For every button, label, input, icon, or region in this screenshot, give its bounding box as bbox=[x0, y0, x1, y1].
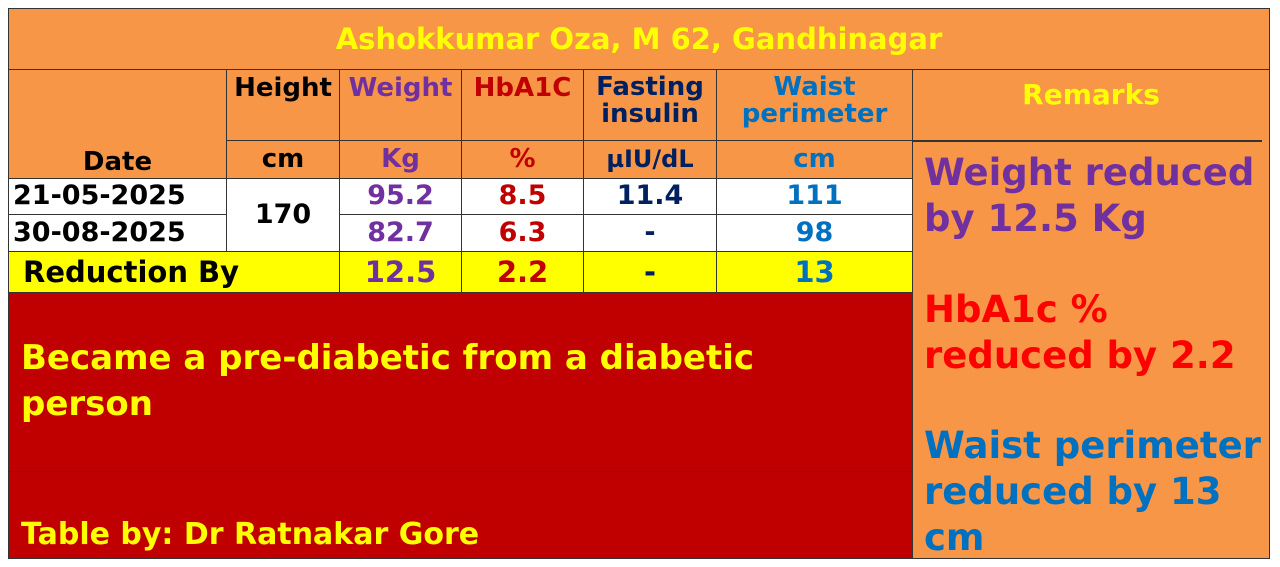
remarks-panel bbox=[912, 69, 1270, 559]
table-title: Ashokkumar Oza, M 62, Gandhinagar bbox=[8, 8, 1270, 70]
row-1-waist: 111 bbox=[716, 178, 913, 215]
unit-weight: Kg bbox=[339, 140, 462, 179]
header-fasting-insulin: Fasting insulin bbox=[583, 69, 717, 141]
header-hba1c: HbA1C bbox=[461, 69, 584, 141]
unit-fasting-insulin: µIU/dL bbox=[583, 140, 717, 179]
row-2-waist: 98 bbox=[716, 214, 913, 252]
remark-weight: Weight reduced by 12.5 Kg bbox=[924, 151, 1255, 240]
reduction-waist: 13 bbox=[716, 251, 913, 293]
row-1-weight: 95.2 bbox=[339, 178, 462, 215]
row-2-fasting-insulin: - bbox=[583, 214, 717, 252]
header-waist: Waist perimeter bbox=[716, 69, 913, 141]
header-remarks: Remarks bbox=[1022, 77, 1160, 111]
height-value: 170 bbox=[226, 178, 340, 252]
row-1-fasting-insulin: 11.4 bbox=[583, 178, 717, 215]
remark-waist: Waist perimeter reduced by 13 cm bbox=[924, 424, 1261, 559]
summary-text: Became a pre-diabetic from a diabetic pe… bbox=[8, 292, 913, 472]
reduction-hba1c: 2.2 bbox=[461, 251, 584, 293]
remarks-divider bbox=[912, 140, 1262, 142]
reduction-weight: 12.5 bbox=[339, 251, 462, 293]
unit-height: cm bbox=[226, 140, 340, 179]
reduction-label: Reduction By bbox=[8, 251, 340, 293]
row-1-date: 21-05-2025 bbox=[8, 178, 227, 215]
remark-hba1c: HbA1c % reduced by 2.2 bbox=[924, 288, 1236, 377]
header-date: Date bbox=[8, 69, 227, 179]
header-weight: Weight bbox=[339, 69, 462, 141]
unit-waist: cm bbox=[716, 140, 913, 179]
reduction-fasting-insulin: - bbox=[583, 251, 717, 293]
row-2-date: 30-08-2025 bbox=[8, 214, 227, 252]
row-2-weight: 82.7 bbox=[339, 214, 462, 252]
unit-hba1c: % bbox=[461, 140, 584, 179]
row-2-hba1c: 6.3 bbox=[461, 214, 584, 252]
header-height: Height bbox=[226, 69, 340, 141]
credit-text: Table by: Dr Ratnakar Gore bbox=[8, 471, 913, 559]
row-1-hba1c: 8.5 bbox=[461, 178, 584, 215]
